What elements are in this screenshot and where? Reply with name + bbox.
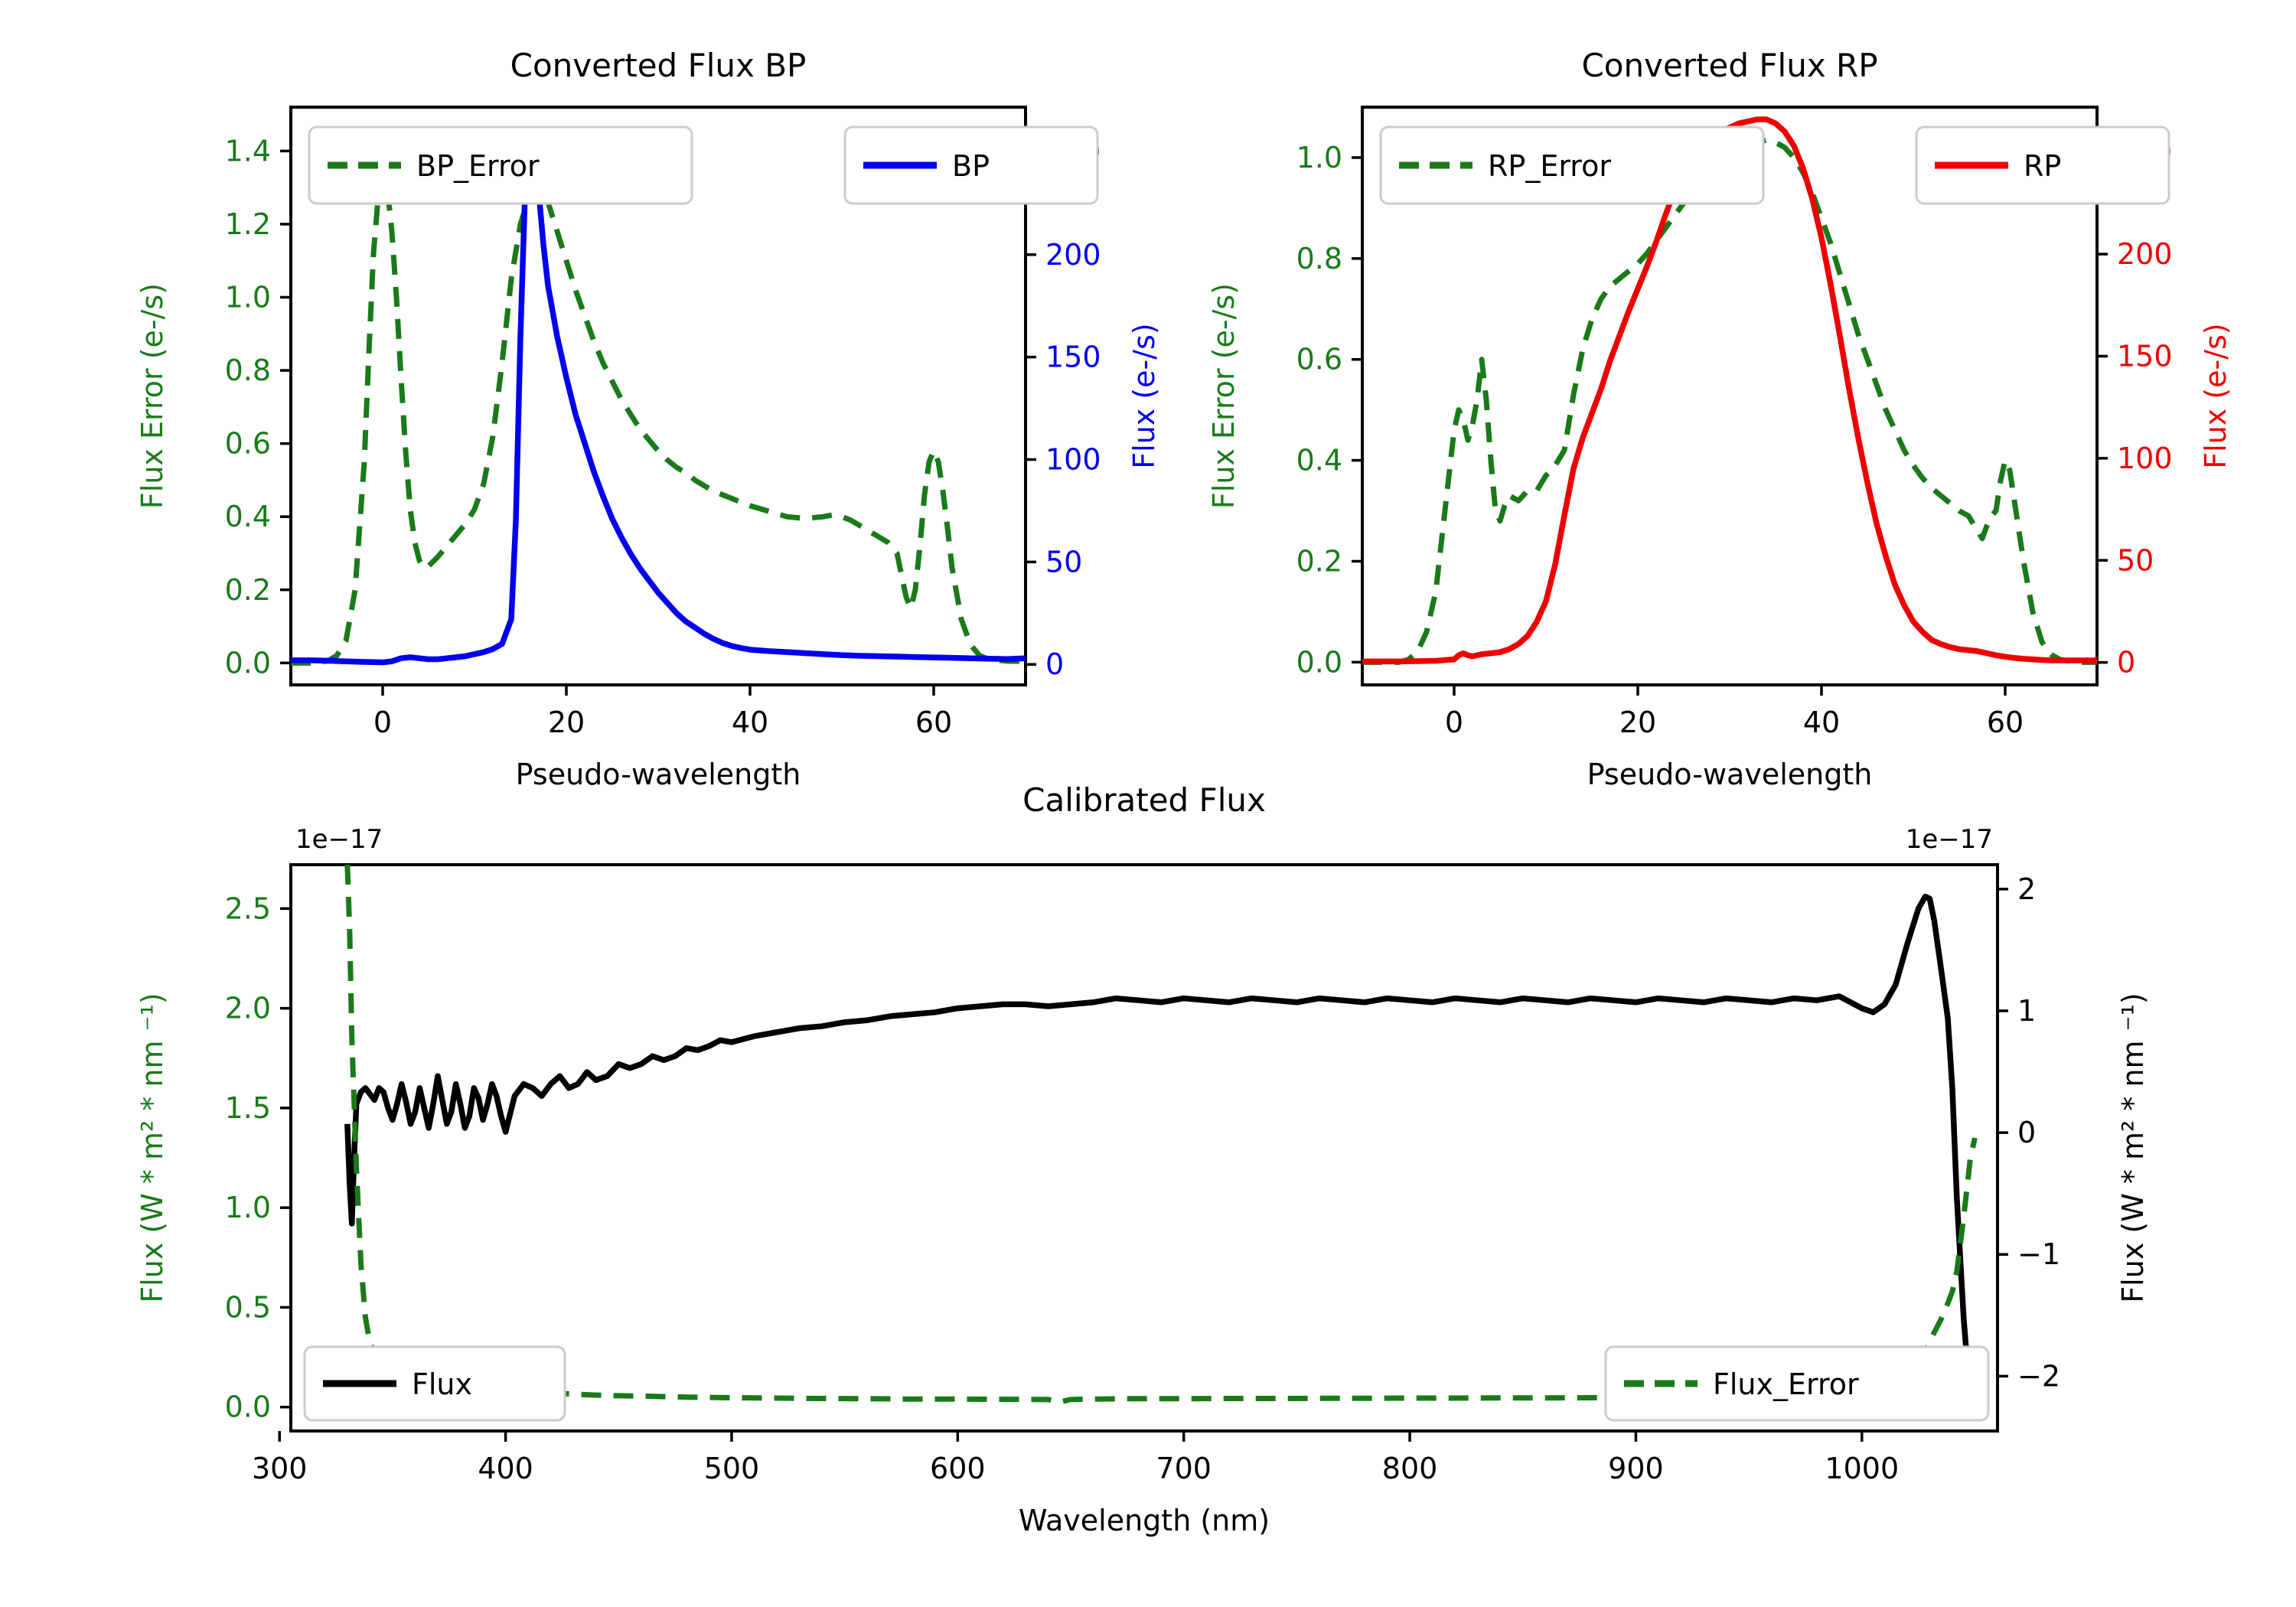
right-y-axis-label: Flux (e-/s) [2199, 323, 2232, 468]
x-axis-label: Pseudo-wavelength [516, 758, 801, 791]
left-y-tick-label: 1.0 [1296, 141, 1342, 174]
right-axis-offset-label: 1e−17 [1906, 824, 1993, 855]
legend-label: RP_Error [1488, 149, 1611, 183]
left-y-tick-label: 2.5 [225, 892, 271, 925]
panel-title: Calibrated Flux [1022, 781, 1266, 819]
legend-box [843, 125, 1099, 205]
panel-calibrated-flux: 300 400 500 600 700 800 900 1000 Wavelength (nm)… [0, 781, 2296, 1607]
x-tick-label: 0 [373, 706, 392, 739]
legend-label: Flux_Error [1713, 1367, 1859, 1401]
right-y-tick-label: −2 [2017, 1359, 2060, 1393]
right-y-tick-label: 0 [2117, 646, 2135, 680]
legend-bp-error: BP_Error [308, 125, 693, 205]
left-y-tick-label: 0.4 [1296, 444, 1342, 478]
legend-box [1379, 125, 1765, 205]
right-y-tick-label: 100 [1045, 442, 1101, 476]
left-y-axis-label: Flux Error (e-/s) [135, 283, 169, 509]
x-tick-label: 0 [1445, 706, 1463, 739]
right-y-axis-label: Flux (e-/s) [1127, 323, 1161, 468]
x-tick-label: 20 [1619, 706, 1656, 739]
x-tick-label: 40 [732, 706, 768, 739]
right-y-tick-label: 0 [2017, 1116, 2036, 1149]
right-y-tick-label: 150 [2117, 339, 2173, 373]
legend-flux-error: Flux_Error [1604, 1345, 1990, 1422]
x-tick-label: 40 [1803, 706, 1840, 739]
x-tick-label: 700 [1156, 1452, 1212, 1485]
left-y-tick-label: 2.0 [225, 992, 271, 1025]
left-y-tick-label: 0.6 [225, 427, 271, 461]
left-y-tick-label: 0.6 [1296, 343, 1342, 376]
series-line-flux_error [344, 865, 1978, 1405]
legend-box [303, 1345, 566, 1422]
panel-title: Converted Flux RP [1581, 47, 1877, 84]
series-line-flux [344, 893, 1974, 1403]
x-tick-label: 1000 [1825, 1452, 1899, 1485]
legend-flux: Flux [303, 1345, 566, 1422]
left-y-tick-label: 0.0 [1296, 645, 1342, 679]
x-tick-label: 600 [930, 1452, 986, 1485]
x-tick-label: 300 [252, 1452, 308, 1485]
left-y-tick-label: 0.5 [225, 1290, 271, 1324]
right-y-tick-label: 0 [1045, 647, 1064, 681]
right-y-tick-label: 200 [1045, 238, 1101, 272]
series-line-rp_error [1362, 137, 2097, 665]
right-y-tick-label: 200 [2117, 237, 2173, 271]
plot-frame [1361, 106, 2099, 686]
x-tick-label: 500 [704, 1452, 760, 1485]
left-y-tick-label: 1.4 [225, 134, 271, 168]
legend-label: BP_Error [416, 149, 540, 183]
right-y-tick-label: 100 [2117, 442, 2173, 475]
left-y-tick-label: 1.2 [225, 207, 271, 241]
plot-frame [289, 863, 1999, 1433]
legend-rp-error: RP_Error [1379, 125, 1765, 205]
left-y-tick-label: 1.0 [225, 1191, 271, 1224]
panel-title: Converted Flux BP [510, 47, 807, 84]
left-y-tick-label: 0.4 [225, 500, 271, 533]
x-tick-label: 60 [1987, 706, 2024, 739]
series-line-bp_error [291, 174, 1026, 666]
left-y-tick-label: 0.0 [225, 646, 271, 680]
right-y-tick-label: 2 [2017, 872, 2036, 906]
panel-converted-flux-bp: 0 20 40 60 Pseudo-wavelength 0.0 0.2 0.4 0.6 0.8 1… [0, 47, 1225, 834]
legend-box [1915, 125, 2170, 205]
right-y-tick-label: 50 [2117, 543, 2154, 577]
plot-frame [289, 106, 1027, 686]
series-line-bp [291, 139, 1026, 666]
left-y-tick-label: 1.0 [225, 280, 271, 314]
right-y-tick-label: 150 [1045, 341, 1101, 374]
legend-rp-flux: RP [1915, 125, 2170, 205]
legend-box [1604, 1345, 1990, 1422]
legend-label: RP [2024, 149, 2061, 183]
x-tick-label: 800 [1382, 1452, 1438, 1485]
left-y-tick-label: 0.8 [225, 354, 271, 387]
left-y-axis-label: Flux Error (e-/s) [1207, 283, 1241, 509]
legend-label: BP [952, 149, 990, 183]
panel-converted-flux-rp: 0 20 40 60 Pseudo-wavelength 0.0 0.2 0.4 0.6 0.8 1… [1071, 47, 2296, 834]
x-axis-label: Pseudo-wavelength [1587, 758, 1873, 791]
left-y-tick-label: 0.0 [225, 1390, 271, 1424]
legend-label: Flux [412, 1367, 472, 1401]
x-tick-label: 400 [478, 1452, 533, 1485]
left-y-tick-label: 0.2 [225, 573, 271, 607]
right-y-tick-label: −1 [2017, 1237, 2060, 1271]
legend-box [308, 125, 693, 205]
left-y-tick-label: 0.8 [1296, 242, 1342, 275]
x-tick-label: 60 [915, 706, 952, 739]
left-y-tick-label: 0.2 [1296, 544, 1342, 578]
right-y-tick-label: 1 [2017, 994, 2036, 1028]
left-y-axis-label: Flux (W * m² * nm ⁻¹) [135, 993, 169, 1302]
left-y-tick-label: 1.5 [225, 1091, 271, 1125]
right-y-axis-label: Flux (W * m² * nm ⁻¹) [2116, 993, 2150, 1302]
right-y-tick-label: 50 [1045, 545, 1082, 579]
x-axis-label: Wavelength (nm) [1019, 1504, 1270, 1537]
left-axis-offset-label: 1e−17 [295, 824, 383, 855]
x-tick-label: 20 [548, 706, 585, 739]
legend-bp-flux: BP [843, 125, 1099, 205]
x-tick-label: 900 [1608, 1452, 1664, 1485]
